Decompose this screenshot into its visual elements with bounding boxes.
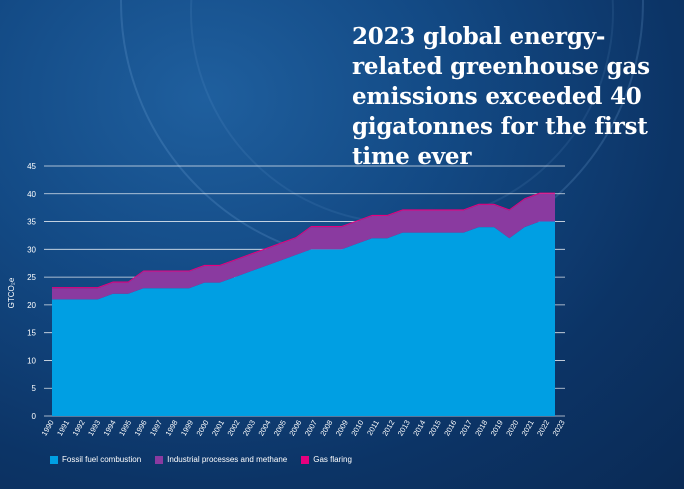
y-tick-label: 30 — [27, 245, 36, 254]
x-tick-label: 2006 — [287, 419, 303, 438]
y-axis-label: GTCO₂e — [7, 277, 16, 308]
x-tick-label: 1994 — [102, 419, 118, 438]
x-tick-label: 1995 — [117, 419, 133, 438]
x-tick-label: 2011 — [365, 419, 381, 437]
x-tick-label: 2022 — [535, 419, 551, 438]
y-tick-label: 35 — [27, 218, 36, 227]
x-tick-label: 2018 — [473, 419, 489, 438]
x-tick-label: 2001 — [210, 419, 226, 438]
y-tick-label: 0 — [32, 412, 37, 421]
legend-label: Fossil fuel combustion — [62, 455, 142, 464]
y-tick-label: 25 — [27, 273, 36, 282]
legend-label: Industrial processes and methane — [167, 455, 288, 464]
x-tick-label: 2015 — [427, 419, 443, 438]
x-tick-label: 2002 — [225, 419, 241, 438]
legend-label: Gas flaring — [313, 455, 352, 464]
x-tick-label: 2013 — [396, 419, 412, 438]
x-tick-label: 2009 — [334, 419, 350, 438]
x-tick-label: 2004 — [256, 419, 272, 438]
x-tick-label: 2005 — [272, 419, 288, 438]
x-tick-label: 2016 — [442, 419, 458, 438]
x-tick-label: 2010 — [349, 419, 365, 438]
x-tick-label: 2012 — [380, 419, 396, 438]
y-tick-label: 10 — [27, 356, 36, 365]
x-tick-label: 1993 — [86, 419, 102, 438]
legend-item-fossil: Fossil fuel combustion — [50, 455, 141, 464]
x-tick-label: 1996 — [133, 419, 149, 438]
area-industrial-processes-and-methane — [52, 193, 555, 300]
y-tick-label: 45 — [27, 162, 36, 171]
legend-swatch — [50, 455, 58, 464]
legend: Fossil fuel combustion Industrial proces… — [50, 455, 352, 464]
x-tick-label: 1992 — [71, 419, 87, 438]
x-tick-label: 2019 — [489, 419, 505, 438]
x-tick-label: 2000 — [194, 419, 210, 438]
y-tick-label: 5 — [32, 384, 37, 393]
x-tick-label: 2020 — [504, 419, 520, 438]
legend-item-flaring: Gas flaring — [301, 455, 352, 464]
legend-item-industrial: Industrial processes and methane — [155, 455, 287, 464]
x-tick-label: 2014 — [411, 419, 427, 438]
x-tick-label: 1999 — [179, 419, 195, 438]
x-tick-label: 1997 — [148, 419, 164, 438]
x-tick-label: 2003 — [241, 419, 257, 438]
x-tick-label: 2017 — [458, 419, 474, 438]
chart-title: 2023 global energy-related greenhouse ga… — [352, 23, 650, 170]
x-tick-label: 2007 — [303, 419, 319, 438]
legend-swatch — [301, 455, 310, 464]
y-tick-label: 15 — [27, 329, 36, 338]
legend-swatch — [155, 455, 164, 464]
area-fossil-fuel-combustion — [52, 221, 555, 416]
x-tick-label: 2021 — [520, 419, 536, 438]
x-tick-label: 1998 — [163, 419, 179, 438]
y-tick-label: 40 — [27, 190, 36, 199]
x-tick-label: 1990 — [40, 419, 56, 438]
x-tick-label: 2023 — [551, 419, 567, 438]
x-tick-label: 2008 — [318, 419, 334, 438]
y-tick-label: 20 — [27, 301, 36, 310]
x-tick-label: 1991 — [55, 419, 71, 438]
